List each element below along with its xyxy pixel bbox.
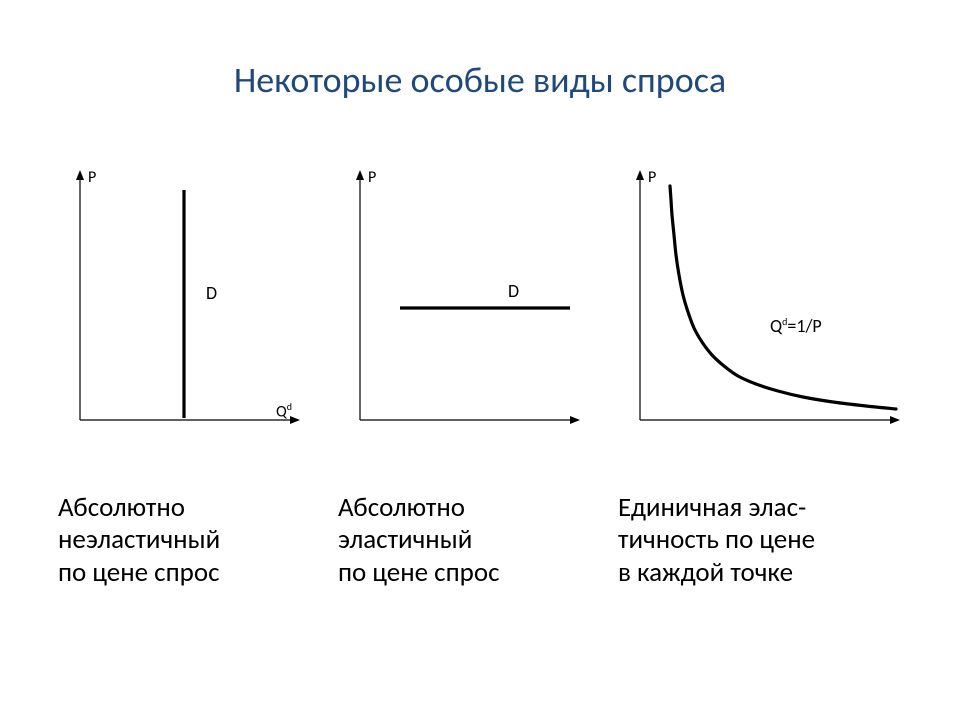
chart-inelastic-svg (58, 160, 308, 440)
curve-label: Qd=1/P (770, 315, 822, 337)
slide-page: Некоторые особые виды спроса P Qd D Абсо… (0, 0, 960, 720)
y-axis-label: P (368, 168, 376, 187)
curve-label: D (508, 280, 519, 302)
caption-elastic: Абсолютно эластичный по цене спрос (338, 492, 500, 589)
caption-inelastic: Абсолютно неэластичный по цене спрос (58, 492, 220, 589)
x-axis-label: Qd (276, 400, 292, 421)
chart-unit-elastic-svg (618, 160, 908, 440)
panel-inelastic: P Qd D Абсолютно неэластичный по цене сп… (58, 160, 308, 440)
panel-elastic: P D Абсолютно эластичный по цене спрос (338, 160, 588, 440)
plot-elastic: P D (338, 160, 588, 440)
chart-elastic-svg (338, 160, 588, 440)
y-axis-label: P (88, 168, 96, 187)
caption-unit-elastic: Единичная элас- тичность по цене в каждо… (618, 492, 815, 589)
plot-inelastic: P Qd D (58, 160, 308, 440)
curve-label: D (206, 282, 217, 304)
panel-unit-elastic: P Qd=1/P Единичная элас- тичность по цен… (618, 160, 908, 440)
slide-title: Некоторые особые виды спроса (0, 58, 960, 102)
y-axis-label: P (648, 168, 656, 187)
plot-unit-elastic: P Qd=1/P (618, 160, 908, 440)
